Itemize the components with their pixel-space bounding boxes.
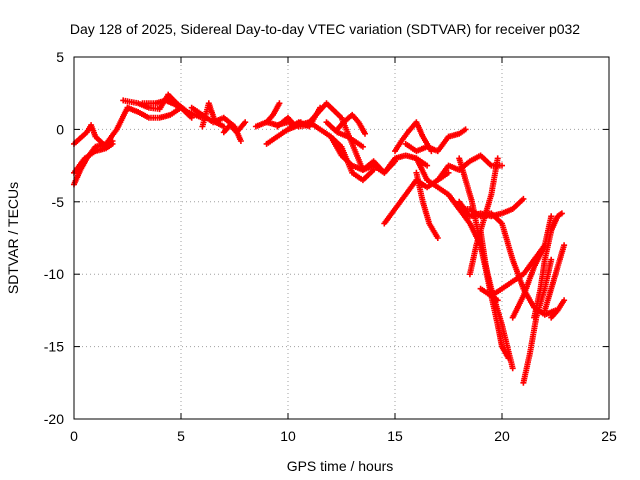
data-series-track-18 [327,133,377,184]
data-series-track-35 [548,297,568,321]
x-tick-label: 25 [601,428,617,444]
data-series-track-6 [139,97,184,111]
y-tick-label: -10 [44,266,64,282]
y-tick-label: -15 [44,339,64,355]
chart-title: Day 128 of 2025, Sidereal Day-to-day VTE… [70,21,580,37]
y-tick-label: -5 [52,194,65,210]
data-points [71,91,568,386]
data-series-track-9 [220,119,249,136]
data-series-track-23 [413,169,441,241]
data-series-track-29 [477,227,512,362]
x-tick-label: 15 [387,428,403,444]
y-axis-ticks: -20 -15 -10 -5 0 5 [44,49,609,427]
y-tick-label: 5 [56,49,64,65]
y-tick-label: 0 [56,121,64,137]
data-series-track-1 [71,104,131,188]
data-series-track-32 [520,256,555,386]
data-series-track-33 [531,210,565,321]
plot-frame [73,56,610,420]
x-tick-label: 20 [494,428,510,444]
x-tick-label: 10 [280,428,296,444]
data-series-track-31 [509,213,555,321]
y-axis-label: SDTVAR / TECUs [5,182,21,294]
data-series-track-14 [285,100,398,176]
x-tick-label: 5 [177,428,185,444]
data-series-track-21 [402,126,469,155]
data-series-track-17 [334,111,368,137]
data-series-track-34 [541,242,568,314]
x-axis-ticks: 0 5 10 15 20 25 [70,57,617,444]
data-series-track-8 [199,100,227,130]
x-axis-label: GPS time / hours [287,458,394,474]
x-tick-label: 0 [70,428,78,444]
y-tick-label: -20 [44,411,64,427]
